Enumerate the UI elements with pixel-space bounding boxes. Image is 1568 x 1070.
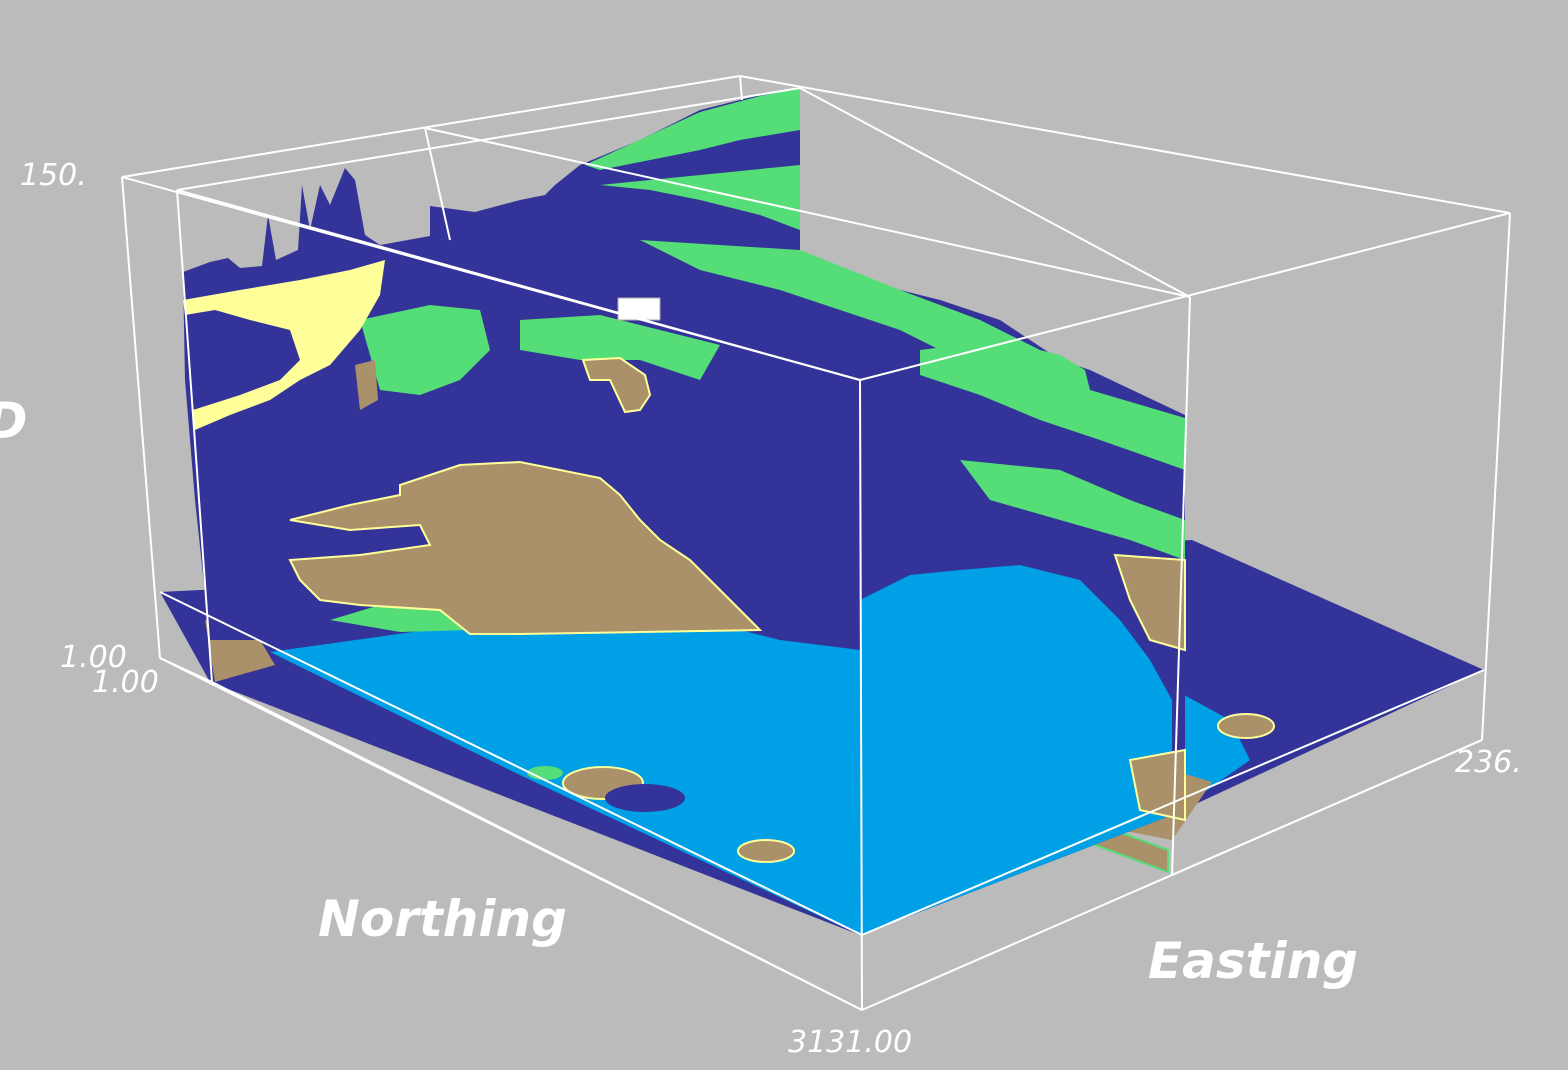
box-edge (424, 127, 451, 241)
box-edge (1171, 296, 1191, 876)
back-green-band-2 (640, 240, 1185, 470)
box-edge (176, 189, 861, 381)
box-edge (121, 75, 741, 178)
easting-max-tick: 236. (1455, 745, 1522, 780)
back-green-top-right (585, 88, 800, 170)
bottom-slice-tan-patch-2 (737, 839, 795, 863)
front-section (860, 340, 1186, 935)
box-edge (176, 87, 801, 191)
z-max-tick: 150. (20, 158, 87, 193)
bounding-box (121, 75, 1511, 1011)
back-tan-small (581, 356, 652, 414)
box-edge (159, 657, 213, 683)
front-light-blue-region (860, 565, 1172, 935)
z-axis-title-partial: D (0, 392, 28, 450)
box-edge (799, 87, 1191, 298)
front-green-top (920, 340, 1185, 470)
bottom-slice-dark-patch (605, 784, 685, 812)
box-edge (1481, 212, 1511, 741)
back-green-band-3 (520, 315, 720, 380)
box-edge (739, 75, 1511, 214)
box-edge (424, 127, 1191, 298)
northing-max-tick: 3131.00 (788, 1025, 913, 1060)
back-green-band-1 (600, 165, 800, 230)
front-green-mid (960, 460, 1185, 560)
box-edge (739, 75, 743, 101)
box-edge (211, 681, 863, 1011)
northing-axis-title: Northing (318, 890, 567, 948)
box-edge (861, 669, 1485, 936)
box-edge (1171, 739, 1483, 876)
z-min-tick: 1.00 (60, 640, 127, 675)
back-white-block (617, 297, 661, 321)
origin-tick: 1.00 (92, 665, 159, 700)
box-edge (859, 379, 863, 1011)
back-yellow-zone (183, 260, 385, 430)
easting-axis-title: Easting (1148, 932, 1359, 990)
front-tan-right (1113, 553, 1186, 652)
back-green-band-4 (360, 305, 490, 395)
back-tan-large (288, 460, 763, 635)
box-edge (121, 176, 161, 659)
bottom-slice-tan-patch-3 (1217, 713, 1275, 739)
back-tan-left (355, 360, 378, 410)
box-edge (176, 189, 213, 683)
box-edge (159, 591, 863, 936)
